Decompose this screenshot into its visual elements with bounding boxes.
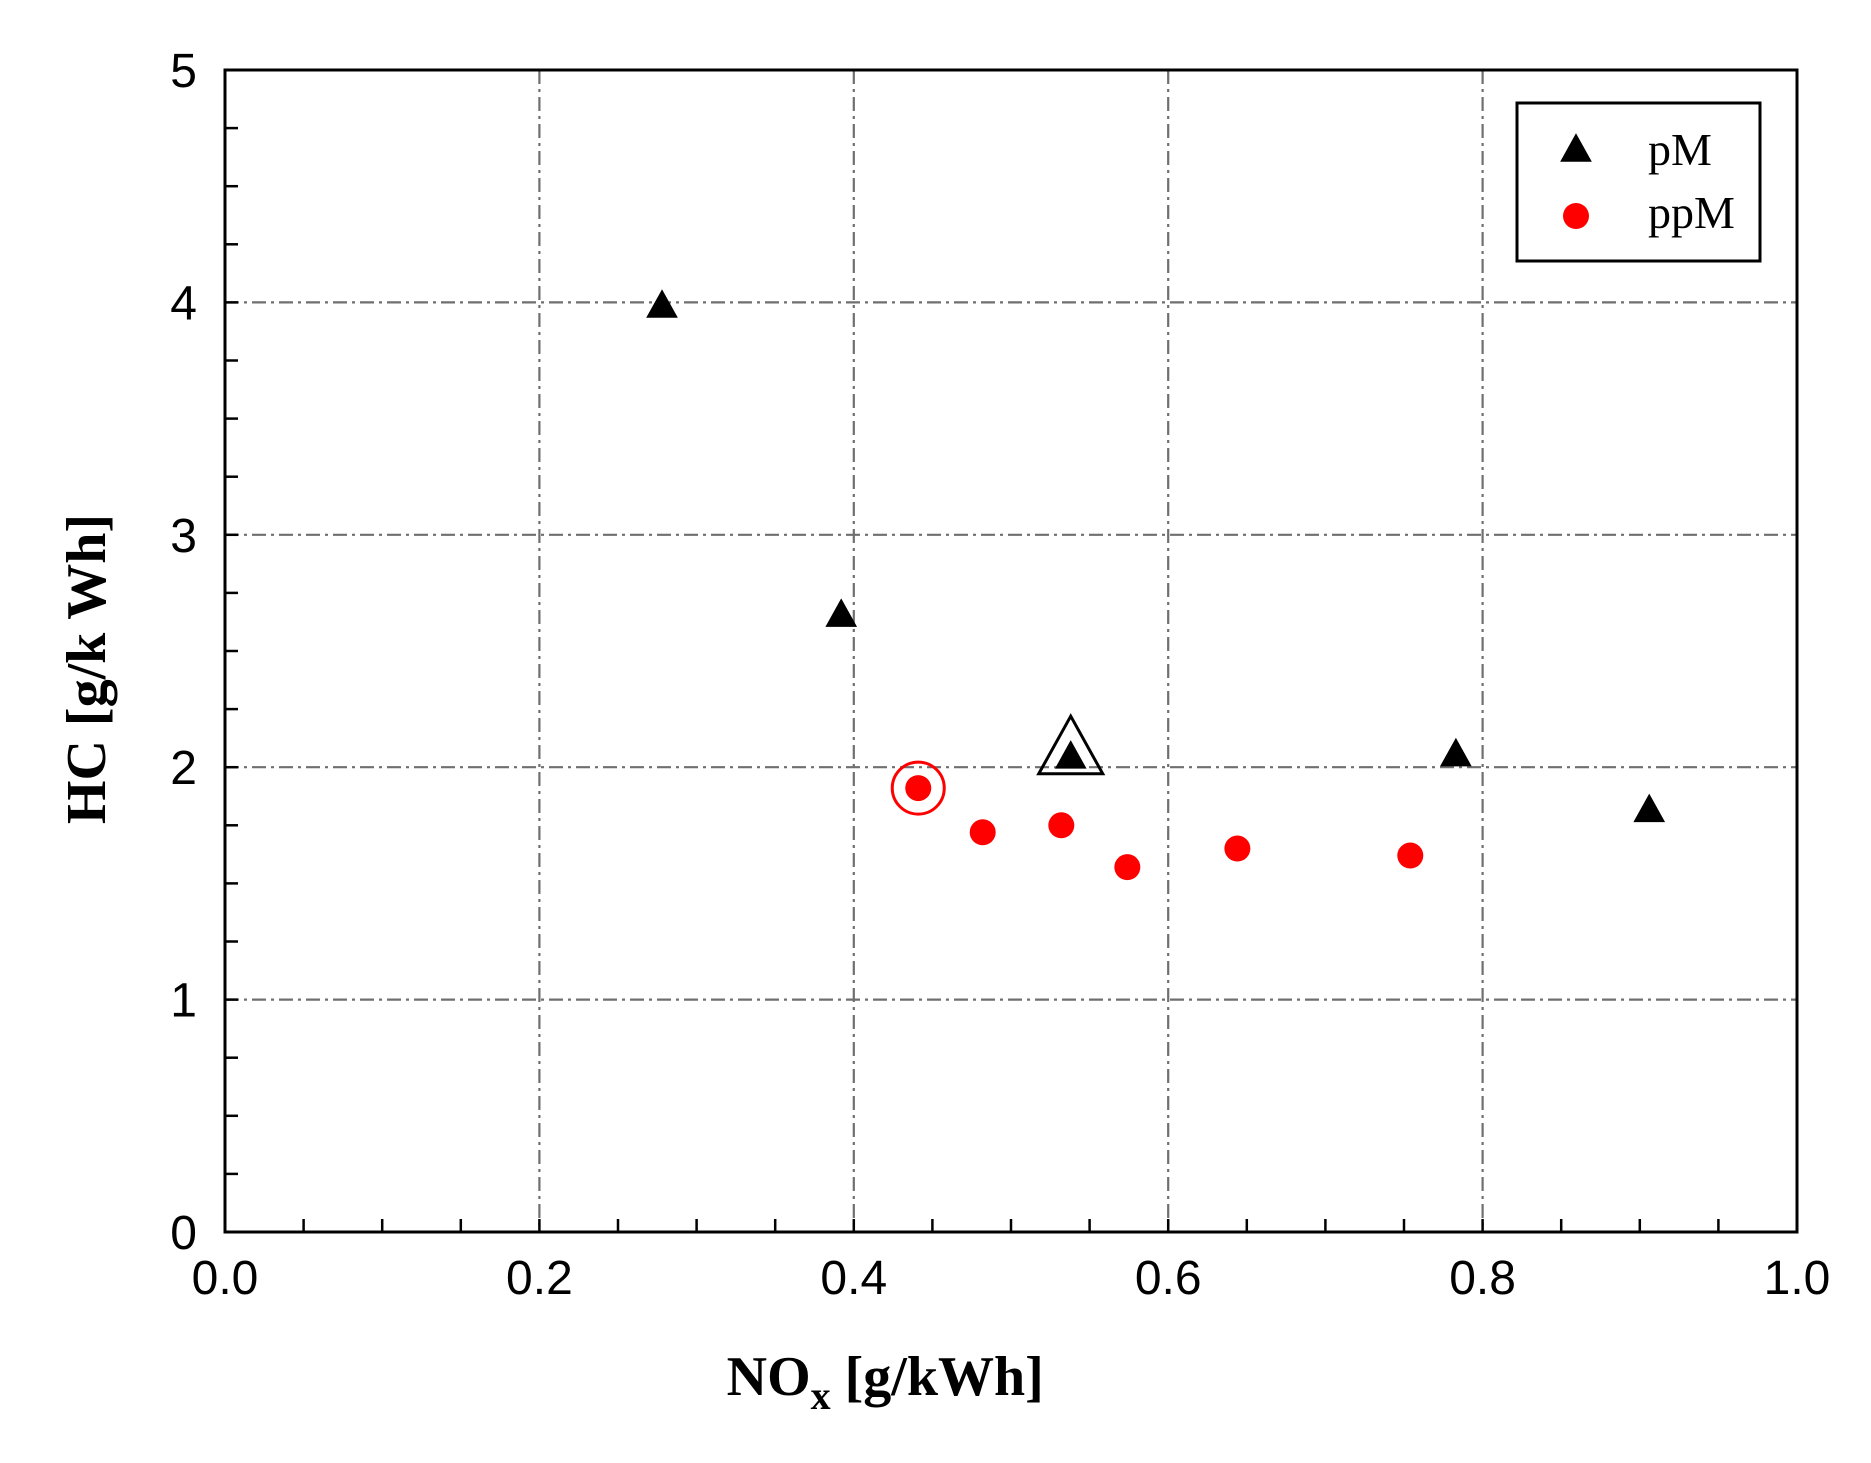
legend: pM ppM — [1515, 101, 1762, 263]
legend-triangle-icon — [1560, 133, 1592, 162]
legend-label-ppm: ppM — [1648, 187, 1735, 238]
legend-marker-ppm — [1563, 203, 1589, 229]
y-tick-label: 2 — [170, 742, 197, 795]
pm-point-2 — [1054, 740, 1087, 769]
ppm-point-0 — [905, 775, 932, 802]
minor-ticks — [225, 126, 1720, 1232]
ppm-point-2 — [1048, 812, 1075, 839]
legend-box — [1515, 101, 1762, 263]
x-tick-label: 0.6 — [1135, 1252, 1202, 1305]
pm-point-4 — [1633, 793, 1666, 823]
legend-marker-pm — [1560, 133, 1592, 162]
tick-labels: 0.0 0.2 0.4 0.6 0.8 1.0 0 1 2 3 4 5 — [170, 45, 1830, 1305]
x-tick-label: 0.0 — [192, 1252, 259, 1305]
y-tick-label: 4 — [170, 277, 197, 330]
x-tick-label: 1.0 — [1764, 1252, 1831, 1305]
ppm-point-4 — [1224, 835, 1251, 862]
legend-label-pm: pM — [1648, 124, 1712, 175]
pm-point-3 — [1440, 737, 1472, 767]
x-axis-title: NOx [g/kWh] — [727, 1346, 1044, 1418]
y-tick-label: 0 — [170, 1207, 197, 1260]
grid-lines — [225, 70, 1797, 1232]
y-tick-label: 1 — [170, 975, 197, 1028]
ppm-point-3 — [1114, 854, 1141, 881]
y-tick-label: 3 — [170, 510, 197, 563]
ppm-point-1 — [969, 819, 996, 846]
plot-frame — [223, 68, 1799, 1234]
ppm-point-0-highlight-ring — [890, 760, 946, 816]
data-points — [646, 289, 1666, 881]
pm-point-0 — [646, 289, 678, 318]
x-tick-label: 0.8 — [1449, 1252, 1516, 1305]
x-tick-label: 0.4 — [820, 1252, 887, 1305]
y-axis-title: HC [g/k Wh] — [56, 514, 118, 824]
x-tick-label: 0.2 — [506, 1252, 573, 1305]
legend-circle-icon — [1563, 203, 1589, 229]
pm-point-2-highlight-outline — [1036, 713, 1106, 776]
y-tick-label: 5 — [170, 45, 197, 98]
pm-point-1 — [825, 598, 858, 627]
ppm-point-5 — [1397, 842, 1424, 869]
